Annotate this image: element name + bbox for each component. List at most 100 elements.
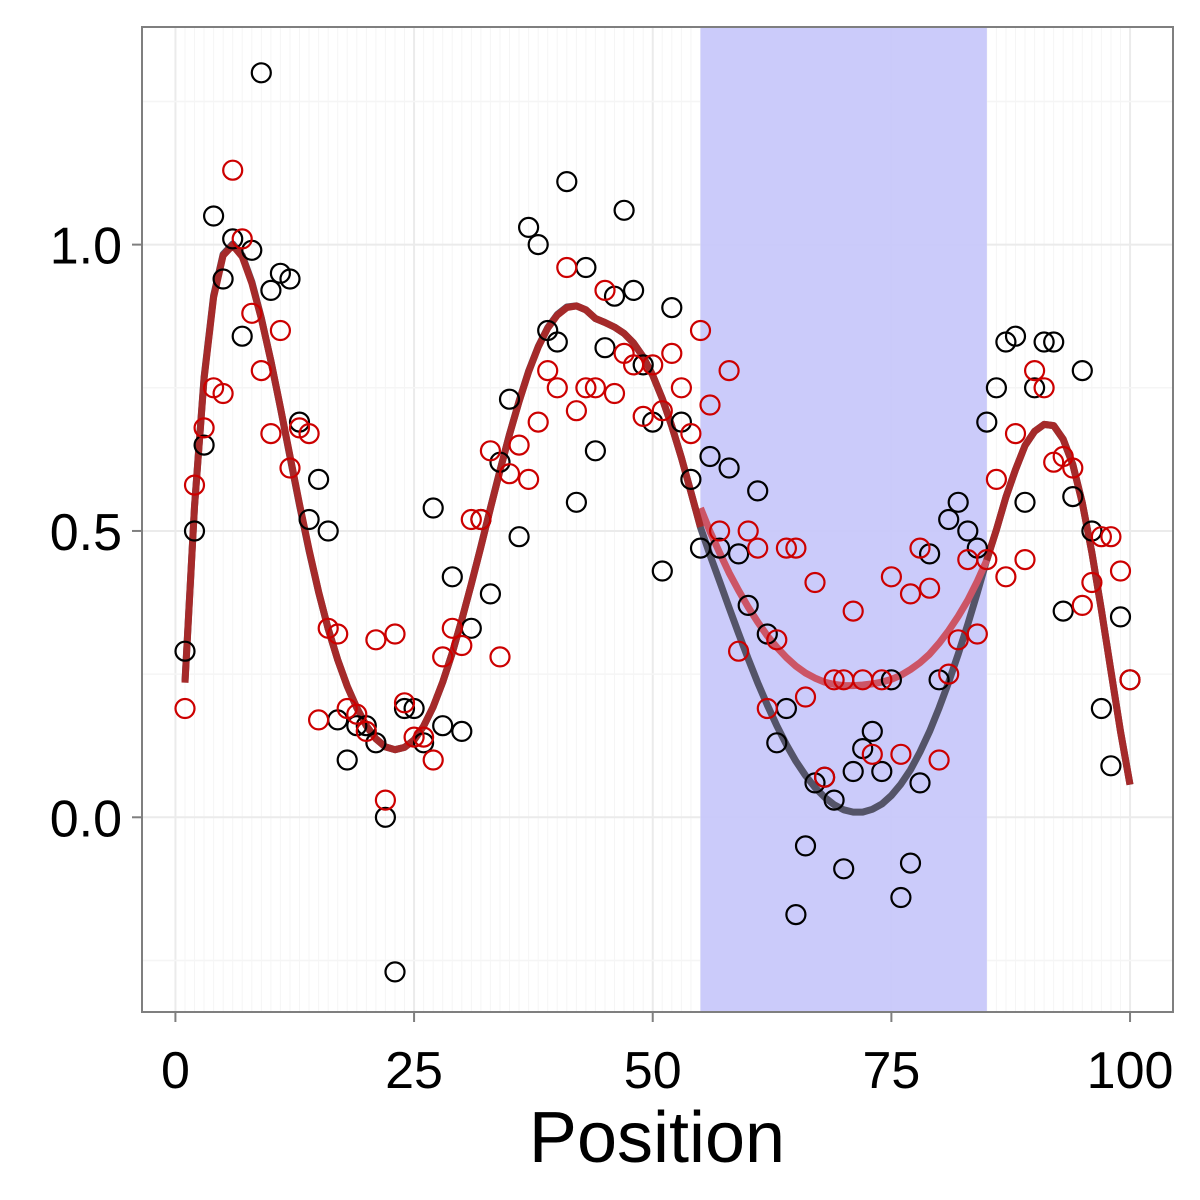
red-point <box>785 537 807 559</box>
red-point <box>603 382 626 405</box>
black-point <box>384 961 406 983</box>
black-point <box>432 715 454 737</box>
black-point <box>708 537 731 559</box>
black-point <box>737 594 759 617</box>
black-point <box>546 331 568 353</box>
black-point <box>794 835 817 857</box>
black-point <box>451 720 473 743</box>
black-point <box>833 858 855 880</box>
black-point <box>517 216 540 238</box>
black-point <box>1023 377 1046 399</box>
black-point <box>947 491 969 513</box>
red-point <box>393 692 416 714</box>
black-point <box>203 205 225 227</box>
red-point <box>1081 571 1103 594</box>
black-point <box>498 388 521 410</box>
black-point <box>336 749 358 771</box>
red-point <box>670 377 693 399</box>
y-tick-label: 0.0 <box>50 790 122 848</box>
x-axis-title: Position <box>529 1098 785 1178</box>
shared-fit-curve <box>181 241 1134 786</box>
red-point <box>365 629 387 651</box>
red-point <box>441 617 463 639</box>
black-point <box>680 468 702 490</box>
black-point <box>985 377 1008 399</box>
black-point <box>308 468 330 490</box>
red-point <box>813 766 836 788</box>
red-point <box>432 646 454 668</box>
black-point <box>1014 491 1036 513</box>
black-point <box>479 583 501 605</box>
x-tick-label: 50 <box>624 1042 682 1100</box>
red-point <box>250 360 272 382</box>
black-point <box>317 520 339 542</box>
red-point <box>1100 526 1122 548</box>
black-point <box>584 440 607 462</box>
red-point <box>546 377 568 399</box>
axes: 0 25 50 75 100 0.0 0.5 1.0 <box>50 218 1174 1100</box>
red-point <box>775 537 798 559</box>
x-tick-label: 100 <box>1087 1042 1174 1100</box>
x-tick-label: 75 <box>862 1042 920 1100</box>
red-point <box>985 468 1008 490</box>
red-point <box>928 749 950 771</box>
red-point <box>1023 360 1046 382</box>
red-point <box>1109 560 1132 582</box>
red-point <box>1014 548 1036 571</box>
red-point <box>260 423 282 445</box>
black-point <box>393 697 416 720</box>
black-point <box>622 279 645 301</box>
red-point <box>880 566 903 588</box>
black-point <box>279 268 301 290</box>
black-point <box>651 560 673 582</box>
red-point <box>174 697 196 720</box>
red-point <box>947 629 969 651</box>
y-tick-label: 0.5 <box>50 504 122 562</box>
red-point <box>995 566 1017 588</box>
black-point <box>1004 325 1027 347</box>
red-point <box>699 394 721 416</box>
red-point <box>823 669 845 691</box>
red-point <box>594 279 616 301</box>
black-point <box>899 852 922 874</box>
black-point <box>842 760 864 783</box>
black-point <box>861 720 883 743</box>
black-point <box>1090 697 1113 720</box>
red-point <box>498 463 521 485</box>
black-point <box>1109 606 1132 628</box>
red-point <box>890 743 912 765</box>
x-tick-label: 25 <box>385 1042 443 1100</box>
black-point <box>212 268 234 290</box>
red-point <box>661 342 683 364</box>
red-point <box>1062 457 1084 479</box>
red-point <box>212 382 234 405</box>
red-point <box>1090 526 1113 548</box>
red-point <box>298 423 320 445</box>
red-point <box>413 726 435 748</box>
red-point <box>241 302 263 324</box>
highlight-region-group <box>700 27 987 1012</box>
red-point <box>355 720 377 743</box>
black-point <box>613 199 635 221</box>
red-point <box>269 319 291 342</box>
red-point <box>556 256 578 279</box>
black-point <box>699 445 721 468</box>
red-point <box>680 423 702 445</box>
red-point <box>346 703 368 725</box>
red-point <box>193 417 215 439</box>
black-point <box>823 789 845 811</box>
black-point <box>871 760 893 783</box>
red-point <box>689 319 712 342</box>
black-point <box>1043 331 1065 353</box>
red-point <box>938 663 960 685</box>
black-point <box>880 669 903 691</box>
red-point <box>794 686 817 708</box>
black-point <box>1033 331 1055 353</box>
black-point <box>909 772 931 794</box>
red-point <box>508 434 530 456</box>
red-point <box>584 377 607 399</box>
red-point <box>718 360 740 382</box>
red-point <box>527 411 549 433</box>
red-point <box>489 646 511 668</box>
